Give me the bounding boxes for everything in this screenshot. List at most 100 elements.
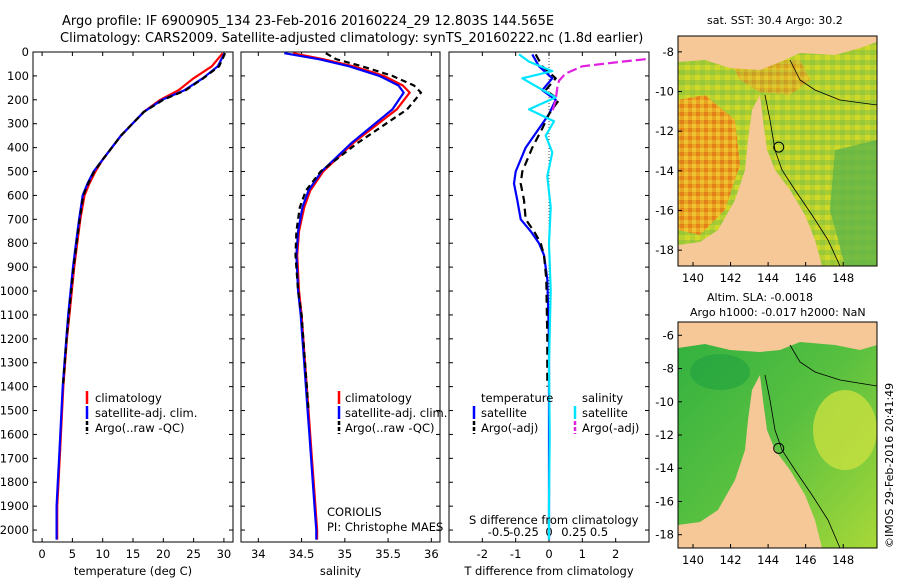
figure-title-line1: Argo profile: IF 6900905_134 23-Feb-2016… (62, 14, 554, 29)
x-tick-label: 2 (612, 547, 619, 561)
sst-isobath-2 (789, 59, 877, 106)
x-tick-label: 34.5 (289, 547, 315, 561)
difference-legend: temperature salinity satellite Argo(-adj… (469, 391, 639, 527)
map-x-tick-label: 148 (832, 553, 854, 567)
top-tick-label: -0.25 (509, 525, 539, 539)
map-x-tick-label: 146 (795, 271, 817, 285)
argo-position-marker (773, 141, 785, 153)
x-tick-label: 35 (338, 547, 353, 561)
temperature-panel: 0100200300400500600700800900100011001200… (0, 45, 234, 578)
x-tick-label: 0 (38, 547, 45, 561)
map-x-tick-label: 146 (795, 553, 817, 567)
map-x-tick-label: 144 (757, 553, 779, 567)
sla-land-png (678, 322, 877, 352)
sst-map (678, 36, 877, 266)
y-tick-label: 1500 (0, 404, 29, 418)
legend-label-climatology: climatology (345, 391, 412, 405)
map-y-tick-label: -12 (655, 124, 674, 138)
y-tick-label: 1100 (0, 308, 29, 322)
y-tick-label: 300 (7, 117, 29, 131)
y-tick-label: 900 (7, 260, 29, 274)
sla-land-australia (678, 375, 822, 548)
sla-isobath-2 (789, 344, 877, 387)
top-tick-label: 0.25 (561, 525, 587, 539)
y-tick-label: 1200 (0, 332, 29, 346)
x-tick-label: 35.5 (375, 547, 401, 561)
pi-label: PI: Christophe MAES (327, 520, 443, 534)
x-axis-label: T difference from climatology (463, 564, 634, 578)
y-tick-label: 0 (22, 45, 29, 59)
sst-map-title: sat. SST: 30.4 Argo: 30.2 (707, 14, 843, 27)
y-tick-label: 500 (7, 165, 29, 179)
y-tick-label: 1900 (0, 499, 29, 513)
map-y-tick-label: -8 (663, 362, 674, 376)
legend-label-climatology: climatology (95, 391, 162, 405)
series-line-satellite-adj-clim- (55, 52, 226, 540)
sla-map-axes: 140 142 144 146 148 -6 -8 -10 -12 -14 -16 -18 (655, 328, 854, 567)
y-tick-label: 600 (7, 188, 29, 202)
x-tick-label: 36 (424, 547, 439, 561)
map-y-tick-label: -8 (663, 45, 674, 59)
y-tick-label: 1700 (0, 451, 29, 465)
series-line-argo-adj- (551, 58, 646, 113)
x-tick-label: 5 (69, 547, 76, 561)
map-x-tick-label: 148 (832, 271, 854, 285)
series-line-argo-raw-qc- (61, 52, 227, 387)
sst-map-frame (677, 35, 878, 267)
legend-label-t-satellite: satellite (481, 406, 527, 420)
map-x-tick-label: 142 (720, 553, 742, 567)
figure-title-line2: Climatology: CARS2009. Satellite-adjuste… (60, 31, 643, 46)
sla-map (678, 322, 877, 548)
legend-label-t-argo: Argo(-adj) (481, 421, 538, 435)
top-tick-label: -0.5 (488, 525, 510, 539)
sst-isobath (764, 94, 841, 266)
y-tick-label: 100 (7, 69, 29, 83)
x-tick-label: 34 (251, 547, 266, 561)
map-x-tick-label: 140 (682, 553, 704, 567)
x-tick-label: 20 (156, 547, 171, 561)
x-tick-label: 10 (95, 547, 110, 561)
x-tick-label: -2 (477, 547, 488, 561)
x-tick-label: 15 (126, 547, 141, 561)
sla-isobath (764, 374, 841, 548)
series-line-argo-raw-qc- (294, 52, 423, 411)
x-tick-label: 25 (186, 547, 201, 561)
sst-cool-patch (830, 140, 877, 266)
map-y-tick-label: -10 (655, 395, 674, 409)
legend-label-argo: Argo(..raw -QC) (95, 421, 185, 435)
series-line-satellite-adj-clim- (284, 52, 405, 540)
map-y-tick-label: -12 (655, 428, 674, 442)
series-line-argo-adj- (519, 53, 561, 387)
sla-high-patch (813, 390, 877, 470)
map-y-tick-label: -14 (655, 461, 674, 475)
map-y-tick-label: -18 (655, 243, 674, 257)
x-tick-label: 0 (545, 547, 552, 561)
sst-map-axes: 140 142 144 146 148 -8 -10 -12 -14 -16 -18 (655, 45, 854, 285)
x-axis-label: salinity (320, 564, 361, 578)
y-tick-label: 1000 (0, 284, 29, 298)
sst-warm-patch (678, 95, 740, 235)
y-tick-label: 1300 (0, 356, 29, 370)
map-y-tick-label: -10 (655, 85, 674, 99)
y-tick-label: 2000 (0, 523, 29, 537)
salinity-legend: climatology satellite-adj. clim. Argo(..… (327, 391, 447, 534)
argo-position-marker (773, 442, 785, 454)
legend-label-satellite: satellite-adj. clim. (345, 406, 447, 420)
map-y-tick-label: -16 (655, 203, 674, 217)
sst-land-png (678, 36, 877, 70)
map-y-tick-label: -18 (655, 528, 674, 542)
series-line-climatology (56, 52, 224, 540)
top-tick-label: 0.5 (590, 525, 608, 539)
y-tick-label: 400 (7, 141, 29, 155)
legend-title-temperature: temperature (481, 391, 553, 405)
x-tick-label: 1 (579, 547, 586, 561)
x-tick-label: 30 (217, 547, 232, 561)
series-line-climatology (292, 52, 411, 540)
legend-label-s-argo: Argo(-adj) (582, 421, 639, 435)
sst-land-australia (678, 95, 822, 266)
map-y-tick-label: -6 (663, 328, 674, 342)
sla-low-patch (690, 354, 750, 390)
x-tick-label: -1 (510, 547, 521, 561)
map-x-tick-label: 144 (757, 271, 779, 285)
y-tick-label: 1800 (0, 475, 29, 489)
